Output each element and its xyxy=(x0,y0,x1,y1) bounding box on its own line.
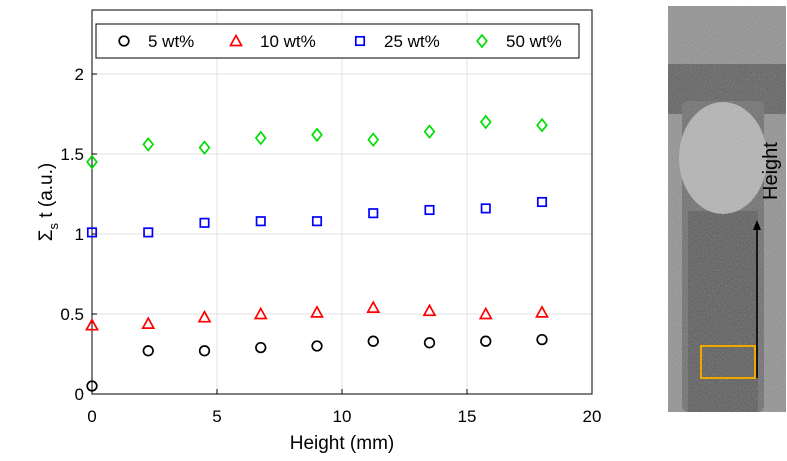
y-tick-label: 2 xyxy=(75,65,84,84)
data-point xyxy=(536,333,548,346)
y-label-sigma: Σ xyxy=(36,229,57,241)
data-point xyxy=(367,132,380,147)
x-axis-label: Height (mm) xyxy=(290,433,395,454)
data-point xyxy=(366,300,381,313)
series-square xyxy=(86,196,548,238)
legend-marker xyxy=(229,33,243,47)
data-point xyxy=(536,117,548,133)
legend-marker xyxy=(118,35,130,47)
data-point xyxy=(310,305,324,318)
data-marks xyxy=(85,114,549,392)
legend-label: 10 wt% xyxy=(260,32,316,51)
data-point xyxy=(199,217,210,228)
data-point xyxy=(480,203,491,214)
legend-label: 25 wt% xyxy=(384,32,440,51)
legend: 5 wt% 10 wt% 25 wt% 50 wt% xyxy=(95,23,580,59)
legend-entry: 50 wt% xyxy=(476,32,562,51)
height-arrow-head xyxy=(753,220,761,230)
data-point xyxy=(423,337,436,349)
y-tick-label: 0 xyxy=(75,385,84,404)
data-point xyxy=(311,216,323,227)
data-point xyxy=(367,335,379,347)
data-point xyxy=(142,137,155,152)
data-point xyxy=(86,154,98,170)
x-tick-label: 20 xyxy=(583,407,602,426)
data-point xyxy=(478,306,493,320)
data-point xyxy=(311,127,323,143)
region-box xyxy=(700,345,756,379)
data-point xyxy=(143,227,154,238)
data-point xyxy=(368,208,379,219)
x-tick-label: 0 xyxy=(87,407,96,426)
legend-marker xyxy=(476,33,488,49)
data-point xyxy=(254,130,267,146)
data-point xyxy=(142,345,154,357)
x-tick-label: 5 xyxy=(212,407,221,426)
legend-box xyxy=(95,23,580,59)
data-point xyxy=(422,303,437,317)
x-tick-label: 15 xyxy=(458,407,477,426)
legend-entry: 25 wt% xyxy=(354,32,440,51)
sample-image xyxy=(668,6,786,412)
data-point xyxy=(480,335,492,347)
y-label-rest: t (a.u.) xyxy=(36,163,57,223)
data-point xyxy=(197,309,212,323)
legend-entry: 10 wt% xyxy=(229,32,316,51)
data-point xyxy=(198,345,211,357)
series-diamond xyxy=(86,114,548,170)
data-point xyxy=(255,216,266,227)
y-tick-label: 1.5 xyxy=(60,145,84,164)
data-point xyxy=(311,340,323,352)
y-tick-label: 1 xyxy=(75,225,84,244)
data-point xyxy=(86,227,98,238)
y-label-subscript: s xyxy=(46,222,61,229)
series-triangle xyxy=(85,300,549,331)
data-point xyxy=(85,317,99,331)
data-point xyxy=(479,114,492,130)
legend-label: 5 wt% xyxy=(148,32,194,51)
x-tick-label: 10 xyxy=(333,407,352,426)
y-axis-label: Σs t (a.u.) xyxy=(36,163,61,241)
data-point xyxy=(255,341,267,354)
svg-text:Σs t (a.u.): Σs t (a.u.) xyxy=(36,163,61,241)
data-point xyxy=(536,196,548,208)
data-point xyxy=(198,140,211,155)
legend-entry: 5 wt% xyxy=(118,32,194,51)
grid-lines xyxy=(92,10,592,394)
data-point xyxy=(535,305,549,318)
data-point xyxy=(424,204,435,216)
legend-label: 50 wt% xyxy=(506,32,562,51)
y-tick-label: 0.5 xyxy=(60,305,84,324)
axis-ticks: 0 5 10 15 20 0 0.5 1 1.5 2 xyxy=(60,65,601,426)
data-point xyxy=(141,316,156,329)
data-point xyxy=(423,124,436,139)
height-arrow-label: Height xyxy=(760,142,782,200)
legend-marker xyxy=(354,35,366,47)
data-point xyxy=(86,380,98,392)
series-circle xyxy=(86,333,548,392)
data-point xyxy=(253,306,268,320)
